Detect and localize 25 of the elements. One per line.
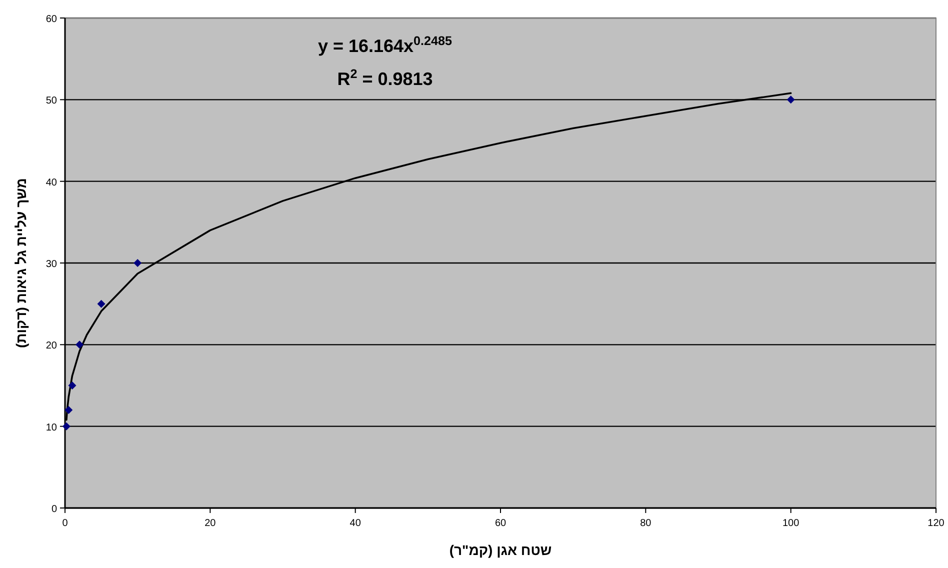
y-tick-label: 10 xyxy=(46,422,58,434)
y-tick-label: 30 xyxy=(46,259,58,270)
x-tick-label: 120 xyxy=(928,518,945,529)
y-tick-label: 60 xyxy=(46,14,58,25)
x-tick-label: 40 xyxy=(350,518,362,529)
point xyxy=(62,422,70,430)
y-tick-label: 40 xyxy=(46,177,58,188)
x-tick-label: 80 xyxy=(640,518,652,529)
point xyxy=(134,259,142,267)
point xyxy=(76,340,84,349)
y-tick-label: 20 xyxy=(46,340,58,352)
annotation: R$^{2}$ = 0.9813 xyxy=(337,67,433,89)
point xyxy=(64,406,73,414)
y-tick-label: 50 xyxy=(46,96,58,107)
annotation: y = 16.164x$^{0.2485}$ xyxy=(318,34,452,56)
point xyxy=(786,96,795,104)
x-axis-title: שטח אגן (קמ"ר) xyxy=(449,542,552,558)
x-tick-label: 20 xyxy=(204,518,216,529)
x-tick-label: 100 xyxy=(782,518,800,529)
x-tick-label: 0 xyxy=(62,518,68,529)
x-tick-label: 60 xyxy=(494,518,506,529)
point xyxy=(68,382,76,390)
y-axis-title: משך עליית גל גיאות (דקות) xyxy=(13,178,29,348)
point xyxy=(97,300,106,308)
y-tick-label: 0 xyxy=(51,504,58,515)
